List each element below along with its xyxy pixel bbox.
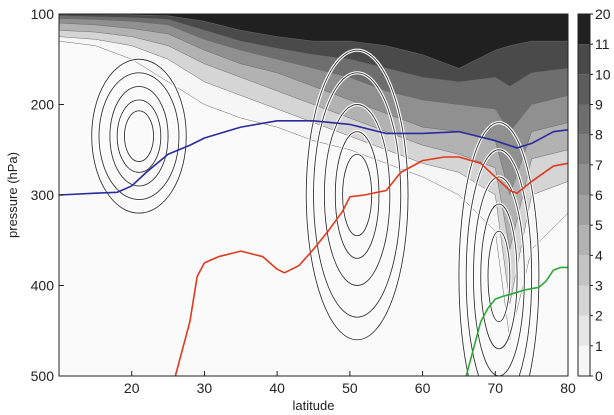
- colorbar-swatch: [578, 74, 590, 105]
- x-tick-label: 70: [487, 380, 503, 396]
- contour-ring: [305, 49, 409, 341]
- colorbar-label: 4: [595, 247, 603, 263]
- contour-ring: [323, 104, 391, 286]
- contour-ring: [473, 176, 525, 376]
- colorbar-label: 2: [595, 308, 603, 324]
- contour-group-3: [457, 121, 541, 376]
- colorbar-label: 5: [595, 217, 603, 233]
- colorbar-swatch: [578, 285, 590, 316]
- colorbar-swatch: [578, 345, 590, 376]
- x-tick-label: 60: [415, 380, 431, 396]
- contour-ring: [313, 72, 402, 318]
- colorbar: 0 1 2 3 4 5 6 7 8 9 10 11 20: [577, 6, 611, 384]
- series-line-1: [59, 119, 568, 196]
- shaded-band-level-20: [59, 14, 568, 69]
- x-tick-label: 20: [124, 380, 140, 396]
- y-tick-label: 300: [31, 187, 55, 203]
- contour-ring: [116, 99, 162, 173]
- x-tick-label: 50: [342, 380, 358, 396]
- x-axis-title: latitude: [293, 398, 335, 413]
- colorbar-label: 8: [595, 127, 603, 143]
- colorbar-swatch: [578, 164, 590, 195]
- colorbar-swatch: [578, 44, 590, 75]
- contour-ring: [334, 131, 380, 259]
- colorbar-swatch: [578, 14, 590, 45]
- contour-ring: [123, 110, 154, 162]
- contour-group-1: [90, 57, 188, 215]
- contour-ring: [465, 149, 533, 376]
- colorbar-swatch: [578, 104, 590, 135]
- colorbar-label: 1: [595, 338, 603, 354]
- y-tick-label: 100: [31, 6, 55, 22]
- series-line-3: [465, 266, 568, 376]
- contour-ring: [480, 203, 518, 350]
- colorbar-swatch: [578, 315, 590, 346]
- colorbar-label: 3: [595, 278, 603, 294]
- contour-ring: [91, 58, 187, 214]
- y-tick-label: 400: [31, 278, 55, 294]
- plot-area: [59, 14, 568, 376]
- x-tick-label: 80: [560, 380, 576, 396]
- colorbar-swatch: [578, 195, 590, 226]
- contour-ring: [342, 153, 373, 237]
- series-line-2: [174, 156, 568, 376]
- colorbar-swatch: [578, 225, 590, 256]
- colorbar-label: 0: [595, 368, 603, 384]
- colorbar-label: 11: [595, 36, 610, 52]
- colorbar-label: 20: [595, 6, 611, 22]
- colorbar-label: 6: [595, 187, 603, 203]
- y-axis-title: pressure (hPa): [5, 152, 20, 238]
- colorbar-swatch: [578, 255, 590, 286]
- contour-ring: [98, 72, 180, 200]
- x-tick-label: 40: [269, 380, 285, 396]
- y-tick-label: 200: [31, 97, 55, 113]
- contour-ring: [109, 85, 169, 187]
- contour-ring: [458, 122, 540, 376]
- colorbar-label: 9: [595, 97, 603, 113]
- x-tick-label: 30: [197, 380, 213, 396]
- contour-group-2: [304, 48, 410, 342]
- y-tick-label: 500: [31, 368, 55, 384]
- colorbar-label: 10: [595, 66, 611, 82]
- colorbar-label: 7: [595, 157, 603, 173]
- contour-ring: [487, 230, 511, 323]
- colorbar-swatch: [578, 134, 590, 165]
